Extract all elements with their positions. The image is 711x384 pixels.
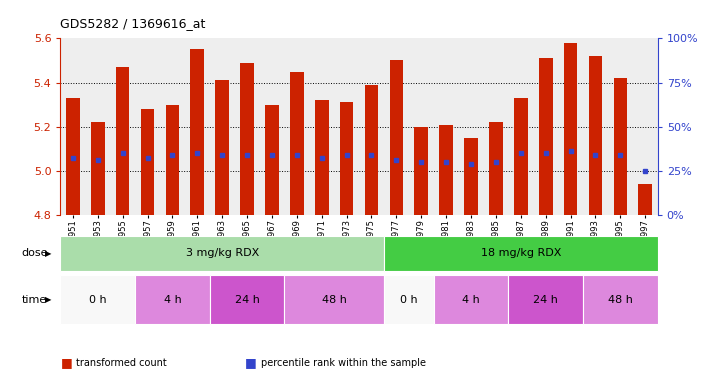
Bar <box>166 104 179 215</box>
Bar <box>508 275 583 324</box>
Text: 0 h: 0 h <box>89 295 107 305</box>
Bar <box>415 127 428 215</box>
Text: 0 h: 0 h <box>400 295 417 305</box>
Bar <box>210 275 284 324</box>
Text: 24 h: 24 h <box>533 295 558 305</box>
Bar <box>390 60 403 215</box>
Text: ■: ■ <box>245 356 257 369</box>
Bar <box>290 71 304 215</box>
Bar <box>489 122 503 215</box>
Bar <box>315 100 328 215</box>
Bar <box>116 67 129 215</box>
Text: 48 h: 48 h <box>608 295 633 305</box>
Text: 24 h: 24 h <box>235 295 260 305</box>
Text: 4 h: 4 h <box>164 295 181 305</box>
Bar <box>141 109 154 215</box>
Bar <box>66 98 80 215</box>
Text: 18 mg/kg RDX: 18 mg/kg RDX <box>481 248 561 258</box>
Bar <box>215 80 229 215</box>
Bar <box>564 43 577 215</box>
Bar <box>284 275 384 324</box>
Bar <box>439 124 453 215</box>
Text: GDS5282 / 1369616_at: GDS5282 / 1369616_at <box>60 17 205 30</box>
Bar <box>434 275 508 324</box>
Bar <box>384 236 658 271</box>
Bar <box>539 58 552 215</box>
Bar <box>589 56 602 215</box>
Text: dose: dose <box>21 248 48 258</box>
Bar <box>60 236 384 271</box>
Text: ▶: ▶ <box>45 295 51 304</box>
Text: 4 h: 4 h <box>462 295 480 305</box>
Bar <box>365 85 378 215</box>
Bar <box>265 104 279 215</box>
Text: percentile rank within the sample: percentile rank within the sample <box>261 358 426 368</box>
Bar <box>464 138 478 215</box>
Text: ▶: ▶ <box>45 249 51 258</box>
Bar <box>514 98 528 215</box>
Bar <box>135 275 210 324</box>
Text: time: time <box>21 295 47 305</box>
Bar <box>583 275 658 324</box>
Bar <box>638 184 652 215</box>
Bar <box>614 78 627 215</box>
Bar <box>60 275 135 324</box>
Text: transformed count: transformed count <box>76 358 167 368</box>
Text: 48 h: 48 h <box>322 295 346 305</box>
Text: ■: ■ <box>60 356 73 369</box>
Bar <box>91 122 105 215</box>
Text: 3 mg/kg RDX: 3 mg/kg RDX <box>186 248 259 258</box>
Bar <box>240 63 254 215</box>
Bar <box>191 50 204 215</box>
Bar <box>384 275 434 324</box>
Bar <box>340 103 353 215</box>
